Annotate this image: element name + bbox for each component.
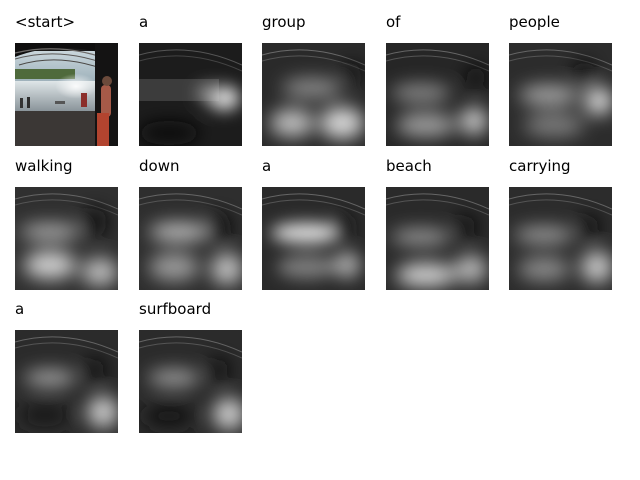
attention-map <box>262 187 365 290</box>
attention-map <box>139 187 242 290</box>
token-label: a <box>139 13 149 31</box>
attention-map <box>15 330 118 433</box>
attention-map <box>386 187 489 290</box>
token-label: a <box>262 157 272 175</box>
token-label: down <box>139 157 180 175</box>
token-label: <start> <box>15 13 76 31</box>
token-label: a <box>15 300 25 318</box>
attention-map <box>139 43 242 146</box>
token-label: people <box>509 13 560 31</box>
attention-map <box>15 187 118 290</box>
token-label: group <box>262 13 306 31</box>
attention-map <box>139 330 242 433</box>
token-label: beach <box>386 157 432 175</box>
token-label: of <box>386 13 401 31</box>
attention-map <box>509 187 612 290</box>
original-photo <box>15 43 118 146</box>
attention-map <box>262 43 365 146</box>
token-label: surfboard <box>139 300 212 318</box>
token-label: walking <box>15 157 73 175</box>
attention-map <box>509 43 612 146</box>
token-label: carrying <box>509 157 571 175</box>
attention-map <box>386 43 489 146</box>
